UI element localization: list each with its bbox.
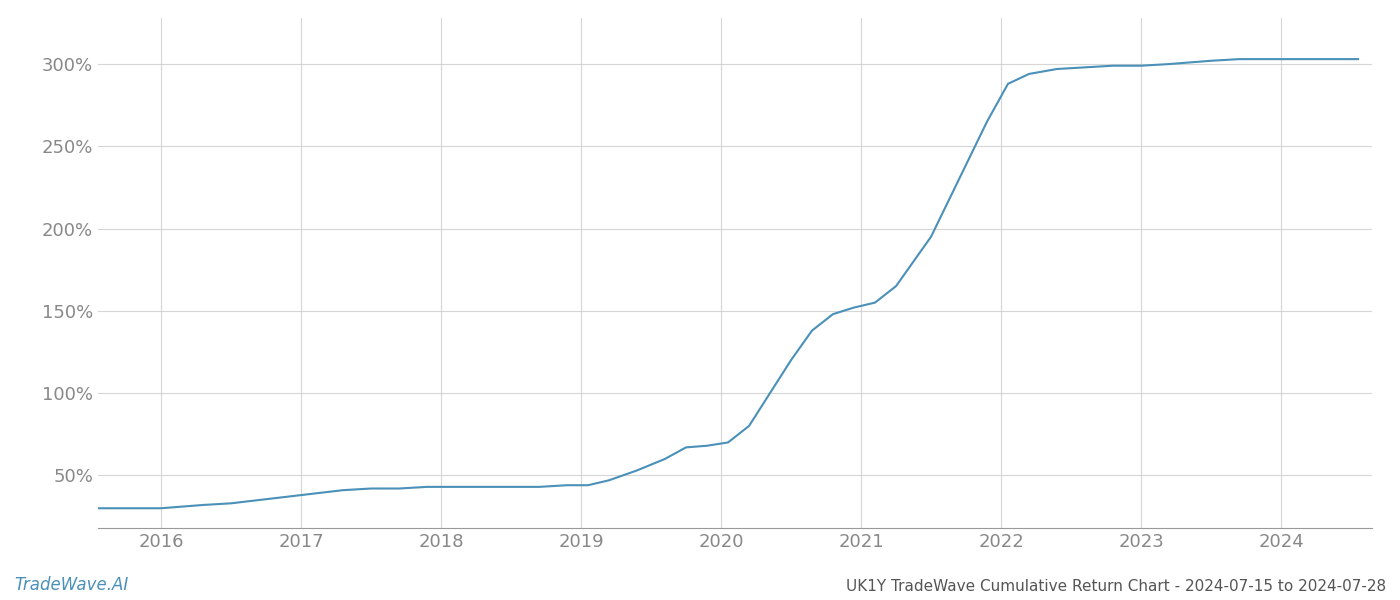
Text: UK1Y TradeWave Cumulative Return Chart - 2024-07-15 to 2024-07-28: UK1Y TradeWave Cumulative Return Chart -… — [846, 579, 1386, 594]
Text: TradeWave.AI: TradeWave.AI — [14, 576, 129, 594]
